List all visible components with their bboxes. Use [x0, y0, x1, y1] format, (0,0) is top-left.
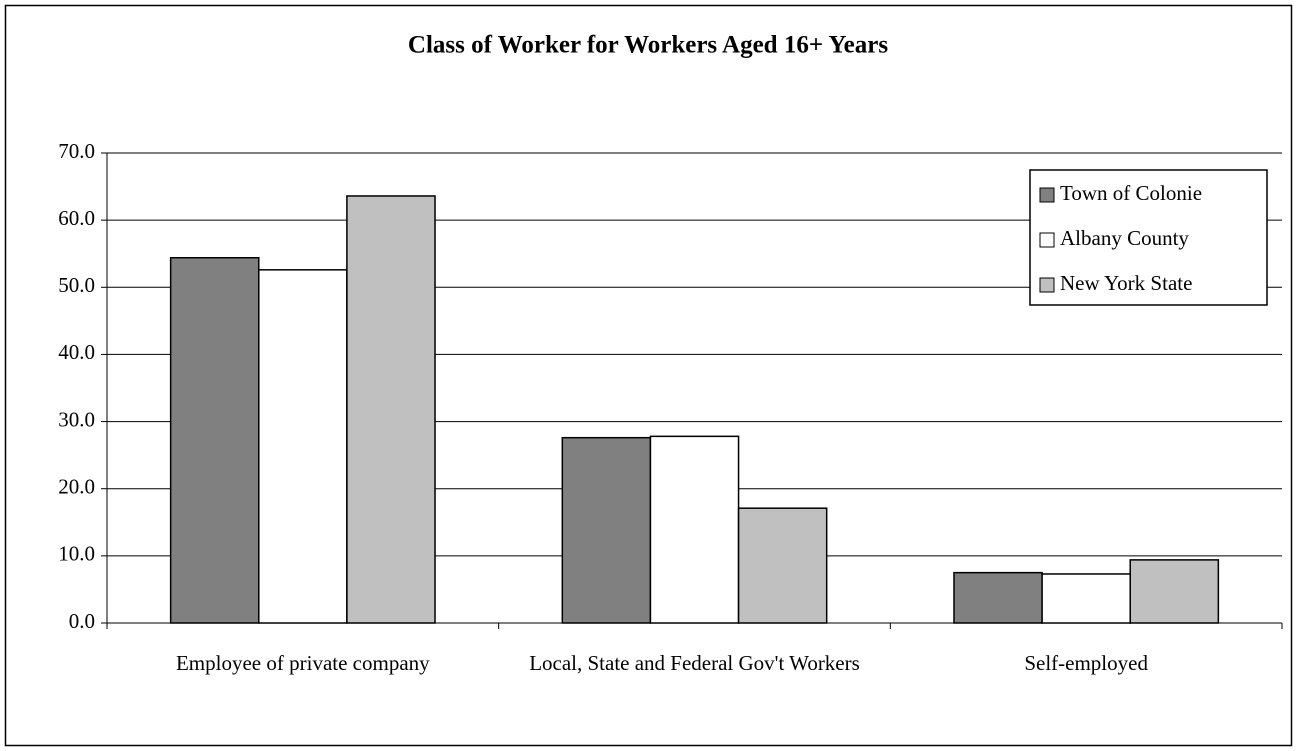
x-tick-label: Local, State and Federal Gov't Workers: [529, 651, 860, 675]
legend-box: [1029, 169, 1268, 306]
legend-label: Albany County: [1060, 226, 1189, 250]
y-tick-label: 40.0: [58, 340, 95, 364]
x-tick-label: Employee of private company: [175, 651, 430, 675]
bar: [258, 269, 348, 624]
legend-swatch: [1039, 232, 1055, 248]
y-tick-label: 10.0: [58, 542, 95, 566]
bar: [346, 195, 436, 624]
y-tick-label: 50.0: [58, 273, 95, 297]
bar: [953, 571, 1043, 624]
y-tick-label: 30.0: [58, 407, 95, 431]
bar: [1041, 573, 1131, 624]
y-tick-label: 60.0: [58, 206, 95, 230]
x-tick-label: Self-employed: [1024, 651, 1148, 675]
bar: [169, 256, 260, 624]
chart-title: Class of Worker for Workers Aged 16+ Yea…: [408, 32, 888, 59]
bar: [649, 435, 740, 624]
legend-swatch: [1039, 277, 1055, 293]
bar: [1129, 559, 1220, 624]
y-tick-label: 0.0: [69, 609, 95, 633]
bar: [561, 436, 652, 624]
legend-label: Town of Colonie: [1060, 181, 1202, 205]
y-tick-label: 20.0: [58, 475, 95, 499]
bar: [737, 507, 828, 624]
legend-label: New York State: [1060, 271, 1192, 295]
legend-swatch: [1039, 187, 1055, 203]
y-tick-label: 70.0: [58, 139, 95, 163]
